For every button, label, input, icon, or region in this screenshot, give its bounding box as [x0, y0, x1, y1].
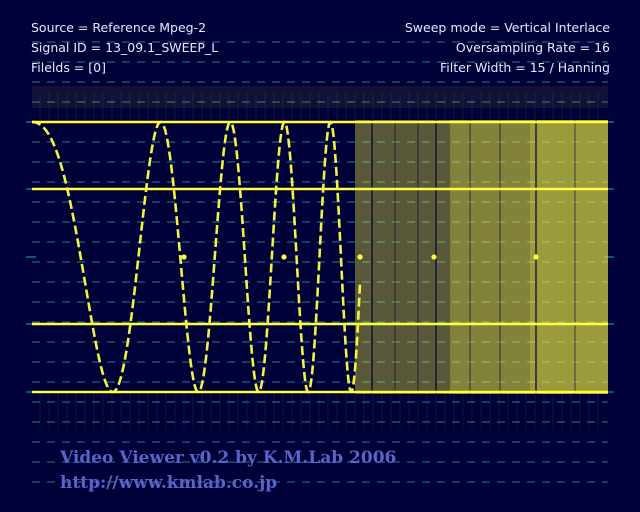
center-marker [431, 254, 437, 260]
sweep-waveform [31, 120, 362, 394]
center-marker [533, 254, 539, 260]
trace-fill [450, 120, 608, 394]
oversampling-label: Oversampling Rate = 16 [455, 40, 610, 55]
filter-width-label: Filter Width = 15 / Hanning [440, 60, 610, 75]
trace-band [32, 86, 608, 108]
app-credit-title: Video Viewer v0.2 by K.M.Lab 2006 [60, 448, 397, 468]
sweep-mode-label: Sweep mode = Vertical Interlace [404, 20, 610, 35]
trace-dim-layer [32, 86, 608, 430]
center-marker [357, 254, 363, 260]
info-left-panel: Source = Reference Mpeg-2 Signal ID = 13… [31, 18, 218, 78]
trace-fill [530, 120, 608, 394]
center-marker [181, 254, 187, 260]
trace-fill [355, 120, 608, 394]
app-credit-url: http://www.kmlab.co.jp [60, 473, 278, 493]
scope-grid [26, 41, 614, 483]
info-right-panel: Sweep mode = Vertical Interlace Oversamp… [405, 18, 610, 78]
fields-label: Filelds = [0] [31, 60, 106, 75]
signal-id-label: Signal ID = 13_09.1_SWEEP_L [31, 40, 219, 55]
trace-bright-layer [31, 120, 608, 394]
center-marker [281, 254, 287, 260]
source-label: Source = Reference Mpeg-2 [31, 20, 207, 35]
